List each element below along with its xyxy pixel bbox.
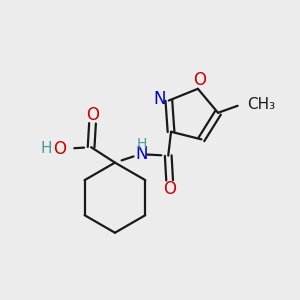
Text: CH₃: CH₃ xyxy=(248,97,276,112)
Text: H: H xyxy=(40,141,52,156)
Text: H: H xyxy=(136,136,147,151)
Text: O: O xyxy=(163,180,176,198)
Text: O: O xyxy=(86,106,99,124)
Text: O: O xyxy=(193,71,206,89)
Text: O: O xyxy=(53,140,66,158)
Text: N: N xyxy=(154,90,166,108)
Text: N: N xyxy=(135,145,148,163)
